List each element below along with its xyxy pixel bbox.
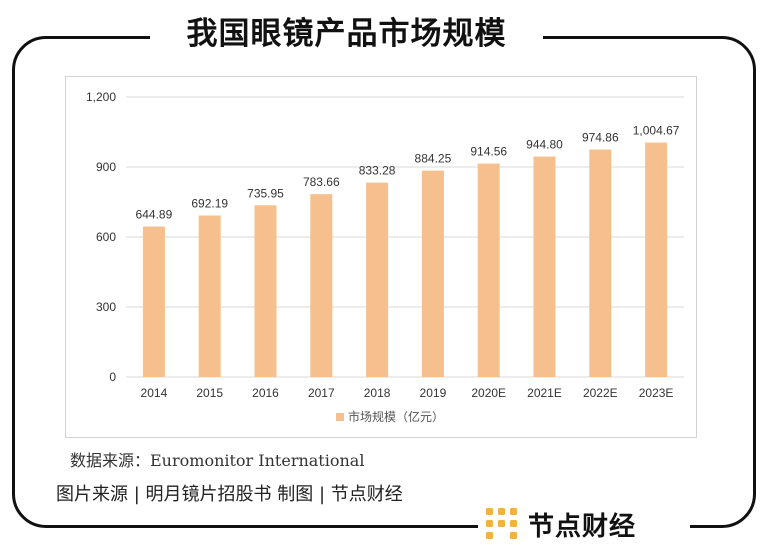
bar <box>142 226 165 377</box>
page-title: 我国眼镜产品市场规模 <box>186 16 507 52</box>
x-tick-label: 2019 <box>420 386 447 400</box>
data-label: 783.66 <box>303 175 340 189</box>
bar <box>310 194 333 377</box>
y-tick-label: 1,200 <box>86 90 116 104</box>
title-background <box>150 10 543 60</box>
chart-card: 0 300 600 900 1,200 644.89 2014 692.19 2015 735.9… <box>65 76 697 438</box>
brand-name: 节点财经 <box>528 511 637 542</box>
data-label: 884.25 <box>415 152 452 166</box>
y-tick-label: 900 <box>96 160 116 174</box>
bar <box>366 182 389 377</box>
data-label: 1,004.67 <box>633 124 680 138</box>
legend-label: 市场规模（亿元） <box>348 409 444 424</box>
node-grid-logo-icon <box>486 508 517 539</box>
data-label: 914.56 <box>470 145 507 159</box>
bar <box>477 163 500 377</box>
x-tick-label: 2021E <box>527 386 562 400</box>
x-tick-label: 2022E <box>583 386 618 400</box>
x-tick-label: 2016 <box>252 386 279 400</box>
legend-swatch <box>336 413 344 421</box>
x-tick-label: 2023E <box>639 386 674 400</box>
image-credit: 图片来源 | 明月镜片招股书 制图 | 节点财经 <box>56 484 403 505</box>
bar <box>421 170 444 377</box>
data-label: 974.86 <box>582 131 619 145</box>
bar <box>254 205 277 377</box>
x-tick-label: 2020E <box>471 386 506 400</box>
data-label: 944.80 <box>526 138 563 152</box>
data-source-note: 数据来源：Euromonitor International <box>70 451 365 470</box>
data-label: 692.19 <box>191 196 228 210</box>
brand-mark: 节点财经 <box>484 503 636 545</box>
bar <box>589 149 612 377</box>
x-tick-label: 2014 <box>141 386 168 400</box>
y-tick-label: 0 <box>109 370 116 384</box>
x-tick-label: 2015 <box>196 386 223 400</box>
data-label: 735.95 <box>247 186 284 200</box>
bar-chart: 0 300 600 900 1,200 644.89 2014 692.19 2015 735.9… <box>86 90 684 424</box>
x-tick-label: 2017 <box>308 386 335 400</box>
bar <box>533 156 556 377</box>
bar <box>645 142 668 377</box>
bar <box>198 215 221 377</box>
y-tick-label: 300 <box>96 300 116 314</box>
y-tick-label: 600 <box>96 230 116 244</box>
x-tick-label: 2018 <box>364 386 391 400</box>
data-label: 644.89 <box>136 208 173 222</box>
data-label: 833.28 <box>359 164 396 178</box>
